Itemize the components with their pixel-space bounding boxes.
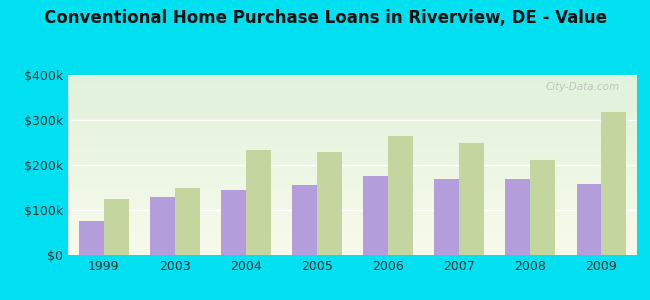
Bar [79, 221, 104, 255]
Bar [317, 152, 342, 255]
Bar [150, 196, 175, 255]
Bar [506, 179, 530, 255]
Bar [246, 150, 271, 255]
Text: City-Data.com: City-Data.com [546, 82, 620, 92]
Bar [434, 179, 460, 255]
Bar [460, 143, 484, 255]
Bar [577, 184, 601, 255]
Bar [104, 199, 129, 255]
Bar [292, 185, 317, 255]
Text: Conventional Home Purchase Loans in Riverview, DE - Value: Conventional Home Purchase Loans in Rive… [44, 9, 606, 27]
Bar [530, 160, 555, 255]
Bar [175, 188, 200, 255]
Bar [388, 136, 413, 255]
Bar [363, 176, 388, 255]
Legend: HMDA, PMIC: HMDA, PMIC [286, 298, 419, 300]
Bar [221, 190, 246, 255]
Bar [601, 112, 627, 255]
